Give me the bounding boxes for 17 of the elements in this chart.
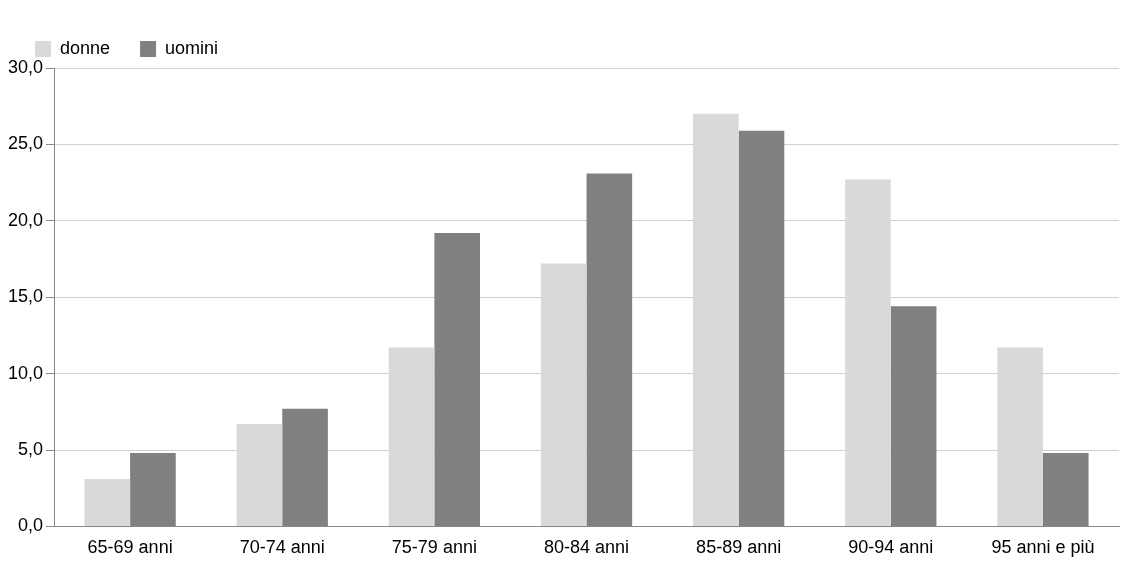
- y-tick-label: 5,0: [18, 438, 44, 459]
- y-tick-label: 10,0: [7, 362, 44, 383]
- y-tick-label: 0,0: [18, 515, 44, 536]
- x-tick-label: 75-79 anni: [391, 537, 477, 558]
- bar: [84, 479, 131, 526]
- y-tick-label: 25,0: [7, 133, 44, 154]
- x-tick-label: 90-94 anni: [848, 537, 934, 558]
- y-tick-label: 20,0: [7, 209, 44, 230]
- x-tick-label: 80-84 anni: [543, 537, 630, 558]
- y-tick-label: 15,0: [7, 286, 44, 307]
- x-tick-label: 95 anni e più: [991, 537, 1095, 558]
- y-tick-label: 30,0: [7, 56, 44, 77]
- legend-label: donne: [60, 37, 111, 58]
- x-tick-label: 65-69 anni: [87, 537, 173, 558]
- x-tick-label: 85-89 anni: [696, 537, 782, 558]
- legend-label: uomini: [165, 37, 219, 58]
- x-tick-label: 70-74 anni: [239, 537, 325, 558]
